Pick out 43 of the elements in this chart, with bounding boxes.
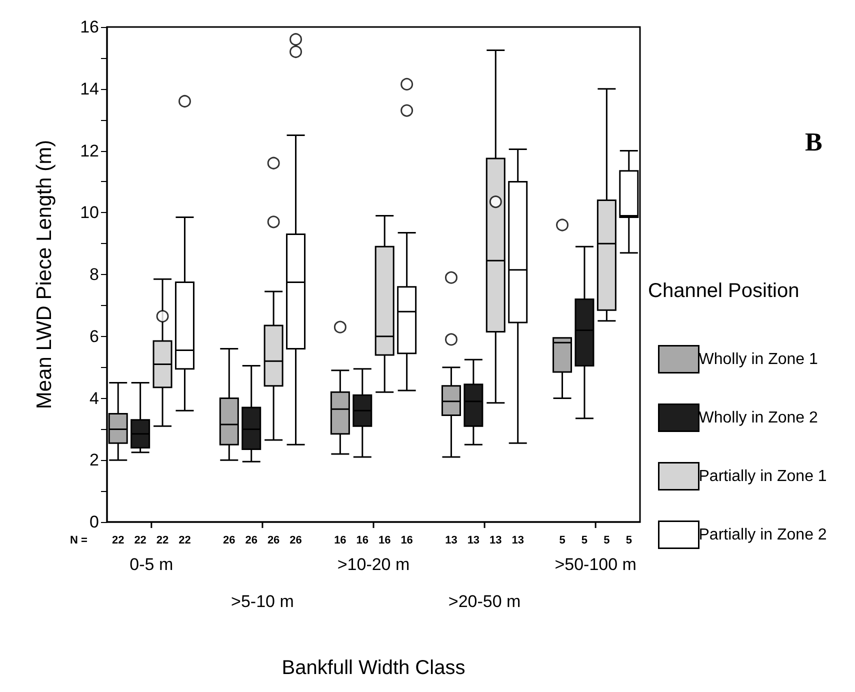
x-tick-label: 0-5 m <box>130 555 174 574</box>
text: 13 <box>512 534 524 546</box>
text: 16 <box>334 534 346 546</box>
text: 13 <box>490 534 502 546</box>
x-tick-label: >10-20 m <box>337 555 410 574</box>
x-tick-label: >20-50 m <box>448 592 521 611</box>
y-tick-label: 8 <box>90 265 99 284</box>
text: 22 <box>156 534 169 546</box>
y-tick-label: 0 <box>90 512 99 532</box>
text: 13 <box>467 534 480 546</box>
text: 16 <box>356 534 369 546</box>
y-tick-label: 10 <box>80 203 99 222</box>
text: 5 <box>581 534 588 546</box>
y-tick-label: 6 <box>90 326 99 346</box>
text: 13 <box>445 534 458 546</box>
text: 26 <box>267 534 280 546</box>
legend-title: Channel Position <box>648 280 800 302</box>
y-tick-label: 4 <box>90 388 99 408</box>
y-axis-title: Mean LWD Piece Length (m) <box>33 140 56 410</box>
text: 5 <box>604 534 610 546</box>
x-tick-label: >5-10 m <box>231 592 294 611</box>
text: 16 <box>400 534 413 546</box>
text: 22 <box>112 534 124 546</box>
text: N = <box>70 534 88 546</box>
text: 5 <box>626 534 632 546</box>
text: 22 <box>178 534 191 546</box>
text: 5 <box>559 534 566 546</box>
x-axis-title: Bankfull Width Class <box>282 657 466 679</box>
y-tick-label: 14 <box>80 79 99 98</box>
text: 26 <box>290 534 302 546</box>
legend-label: Partially in Zone 1 <box>698 468 827 485</box>
text: 26 <box>245 534 258 546</box>
y-tick-label: 16 <box>80 18 99 36</box>
text: B <box>805 128 822 156</box>
text: 16 <box>378 534 391 546</box>
y-tick-label: 12 <box>80 141 99 160</box>
legend-label: Wholly in Zone 1 <box>698 350 818 368</box>
x-tick-label: >50-100 m <box>554 555 636 574</box>
text: 26 <box>223 534 236 546</box>
legend-label: Partially in Zone 2 <box>698 526 827 544</box>
legend-label: Wholly in Zone 2 <box>698 409 818 426</box>
y-tick-label: 2 <box>90 450 99 470</box>
text: 22 <box>134 534 146 546</box>
